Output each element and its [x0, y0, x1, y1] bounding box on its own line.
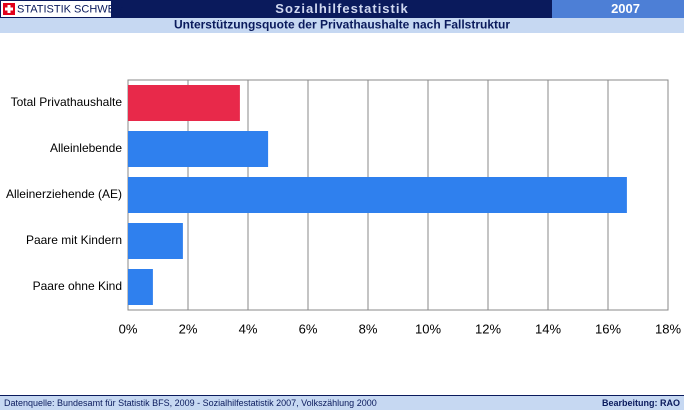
- subtitle-bar: [0, 18, 684, 33]
- header-year: 2007: [611, 1, 640, 16]
- bar: [128, 269, 153, 305]
- x-tick-label: 14%: [535, 321, 561, 336]
- x-tick-label: 4%: [239, 321, 258, 336]
- y-tick-label: Total Privathaushalte: [11, 95, 123, 109]
- bar: [128, 177, 627, 213]
- y-tick-label: Paare ohne Kind: [33, 279, 122, 293]
- footer-bar: [0, 396, 684, 410]
- x-tick-label: 0%: [119, 321, 138, 336]
- x-tick-label: 16%: [595, 321, 621, 336]
- year-box: [552, 0, 684, 18]
- bar: [128, 223, 183, 259]
- logo-box: [1, 1, 111, 17]
- x-tick-label: 12%: [475, 321, 501, 336]
- header-title: Sozialhilfestatistik: [275, 1, 408, 16]
- footer-credit: Bearbeitung: RAO: [602, 398, 680, 408]
- header-bar: [0, 0, 684, 18]
- logo-cross: [5, 5, 13, 13]
- bar: [128, 131, 269, 167]
- chart-title: Unterstützungsquote der Privathaushalte …: [174, 18, 510, 32]
- x-tick-label: 6%: [299, 321, 318, 336]
- y-tick-label: Alleinlebende: [50, 141, 122, 155]
- x-tick-label: 10%: [415, 321, 441, 336]
- y-tick-label: Paare mit Kindern: [26, 233, 122, 247]
- footer-source: Datenquelle: Bundesamt für Statistik BFS…: [4, 398, 377, 408]
- x-tick-label: 8%: [359, 321, 378, 336]
- y-tick-label: Alleinerziehende (AE): [6, 187, 122, 201]
- bar: [128, 85, 240, 121]
- x-tick-label: 18%: [655, 321, 681, 336]
- x-tick-label: 2%: [179, 321, 198, 336]
- logo-text: STATISTIK SCHWEIZ: [17, 3, 125, 15]
